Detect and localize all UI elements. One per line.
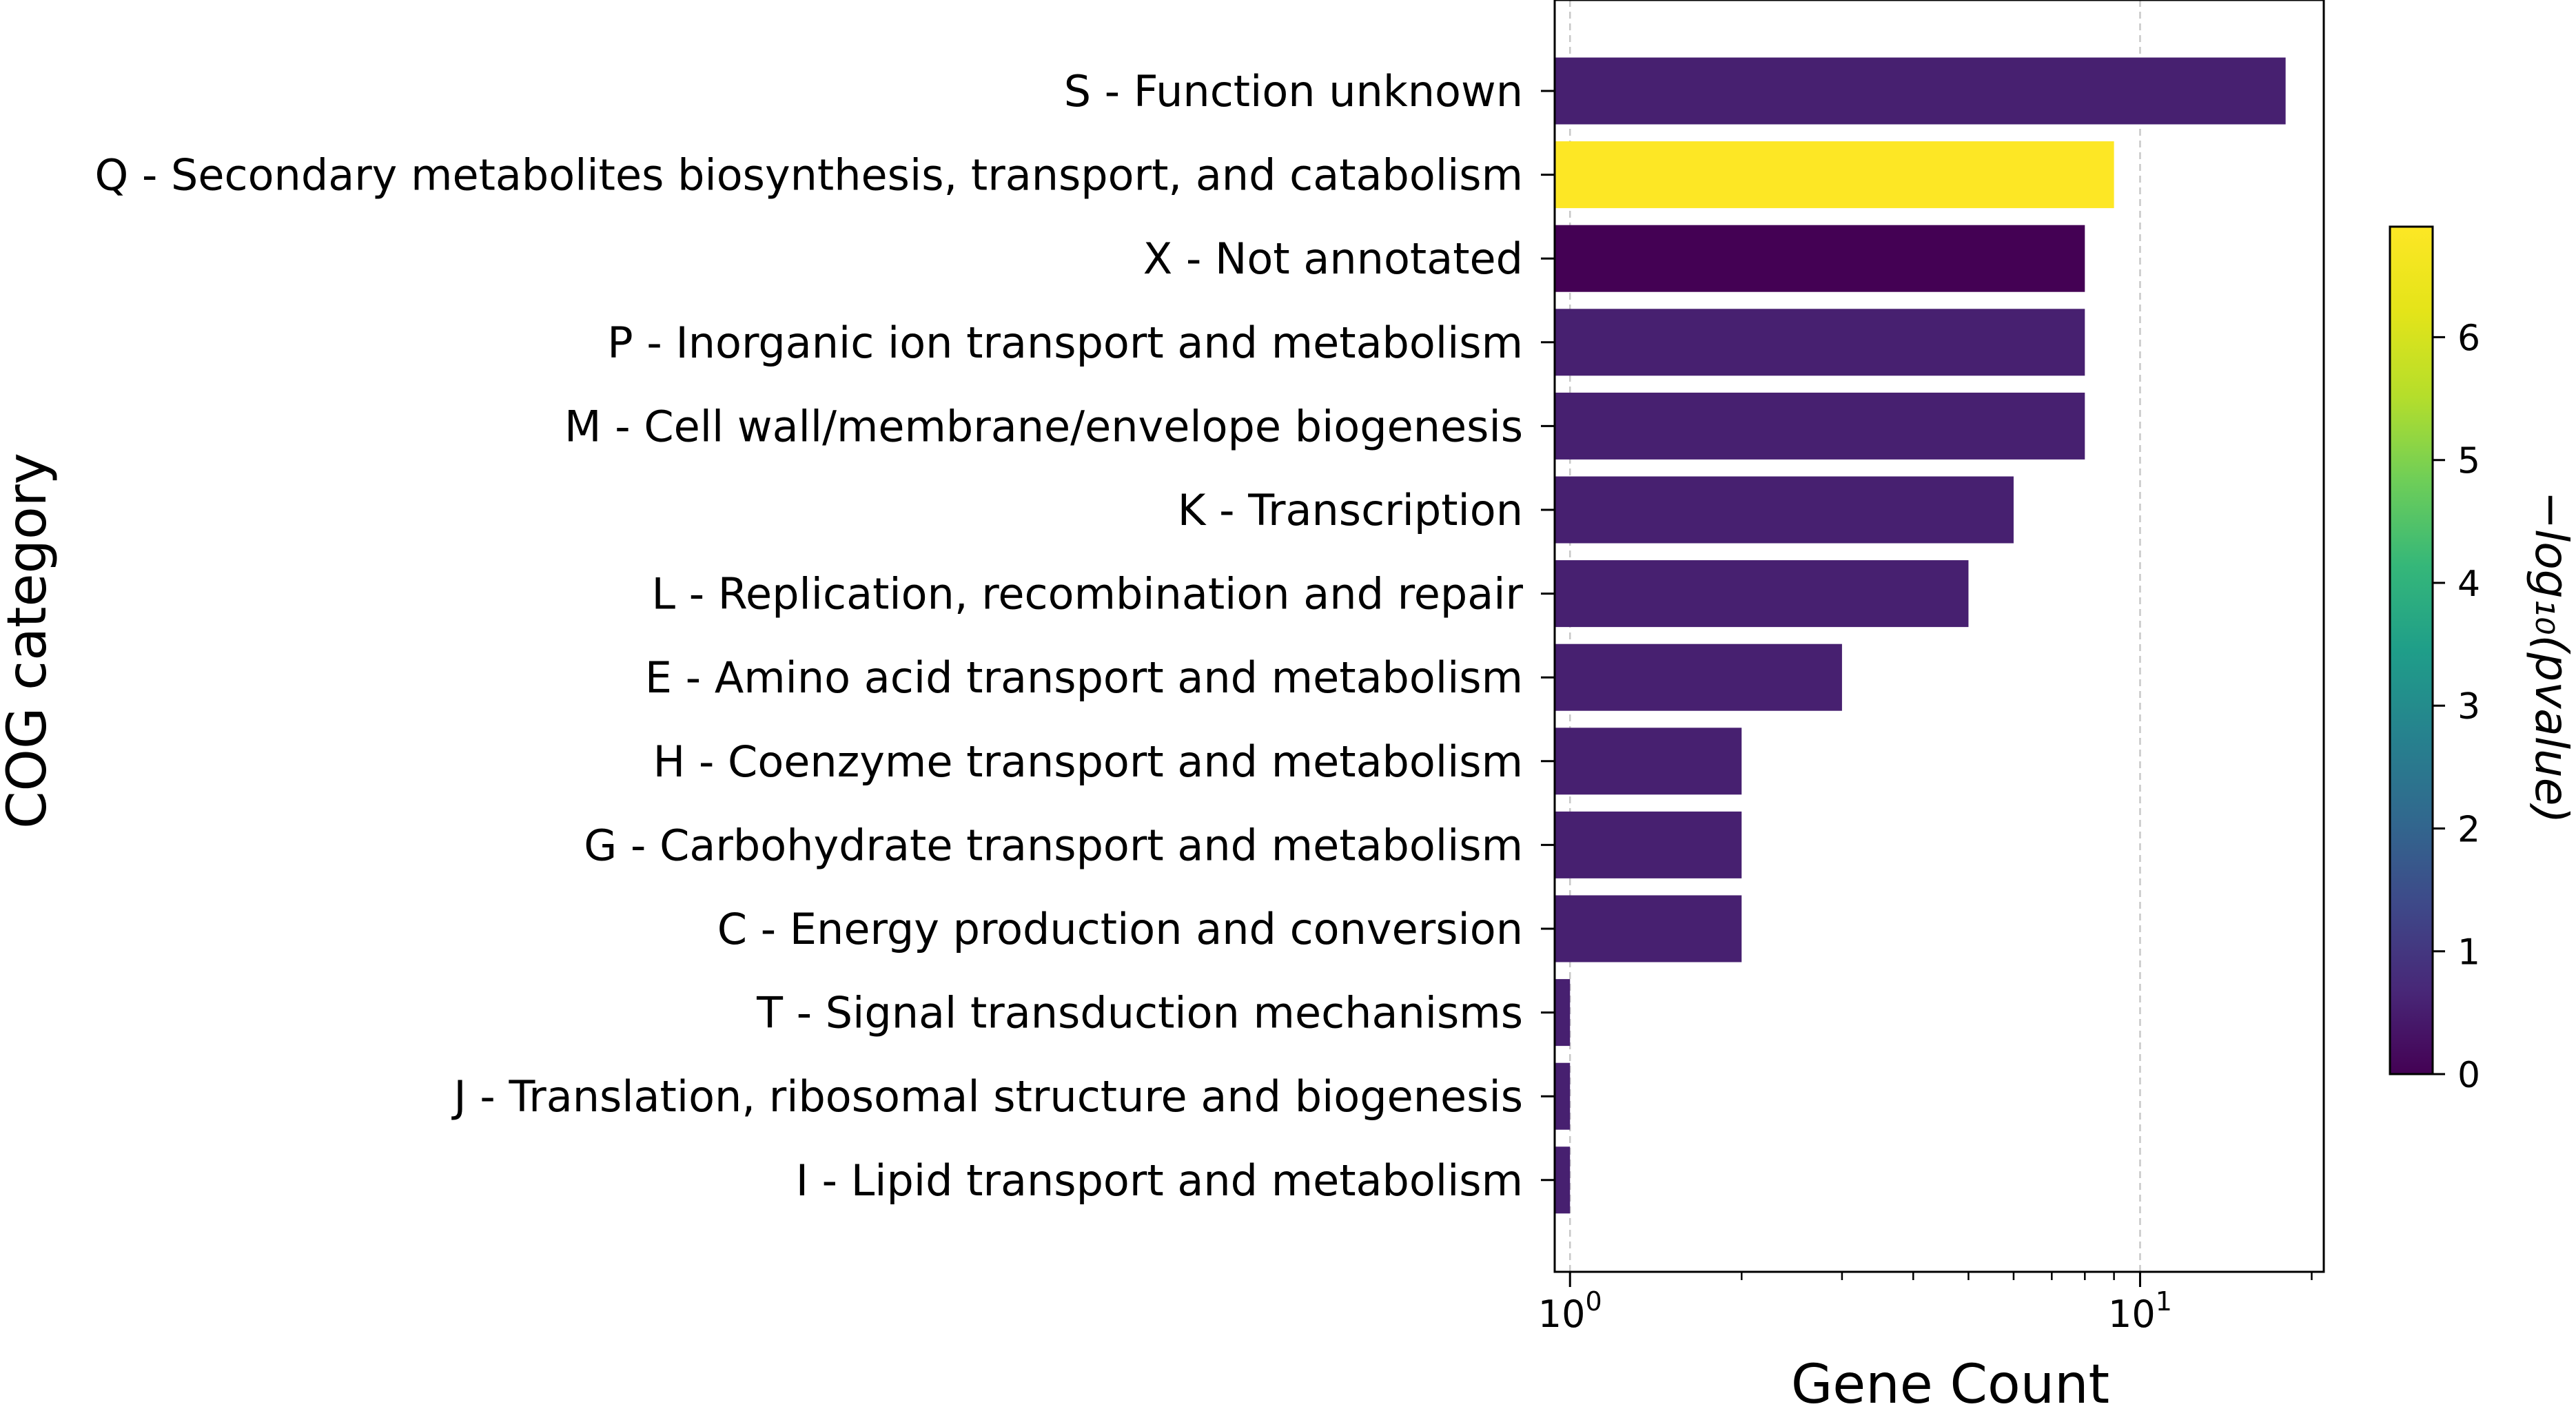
x-tick-label: 101	[2108, 1286, 2172, 1336]
category-label: H - Coenzyme transport and metabolism	[653, 737, 1523, 787]
category-label: S - Function unknown	[1064, 66, 1523, 116]
bar	[1555, 1062, 1571, 1130]
colorbar-tick-label: 5	[2457, 441, 2480, 482]
category-label: I - Lipid transport and metabolism	[796, 1155, 1523, 1206]
grid-lines	[1568, 0, 2141, 1272]
y-axis-title: COG category	[0, 453, 59, 829]
bar	[1555, 392, 2085, 460]
colorbar-tick-label: 0	[2457, 1055, 2480, 1096]
x-axis-title: Gene Count	[1791, 1354, 2109, 1411]
category-axis: S - Function unknown Q - Secondary metabo…	[94, 66, 1555, 1206]
bar	[1555, 309, 2085, 376]
bar	[1555, 895, 1742, 962]
colorbar-title: −log₁₀(pvalue)	[2525, 491, 2576, 824]
bar	[1555, 57, 2286, 125]
category-label: T - Signal transduction mechanisms	[756, 988, 1523, 1038]
bar	[1555, 1146, 1571, 1214]
category-label: X - Not annotated	[1143, 234, 1523, 284]
colorbar-tick-label: 3	[2457, 686, 2480, 728]
bar	[1555, 225, 2085, 292]
bar	[1555, 560, 1969, 628]
colorbar-ticks: 0 1 2 3 4 5 6	[2433, 318, 2480, 1096]
plot-frame	[1553, 0, 2325, 1273]
category-label: L - Replication, recombination and repai…	[651, 569, 1523, 619]
bar	[1555, 979, 1571, 1047]
bar	[1555, 728, 1742, 795]
x-tick-label: 100	[1538, 1286, 1602, 1336]
colorbar-tick-label: 1	[2457, 932, 2480, 974]
bar	[1555, 643, 1842, 711]
bar	[1555, 476, 2014, 544]
bar	[1555, 811, 1742, 878]
colorbar: 0 1 2 3 4 5 6 −log₁₀(pvalue)	[2389, 225, 2576, 1096]
category-label: J - Translation, ribosomal structure and…	[451, 1071, 1523, 1122]
x-axis: 100 101	[1538, 1272, 2313, 1336]
category-label: P - Inorganic ion transport and metaboli…	[607, 318, 1523, 368]
colorbar-gradient	[2389, 225, 2434, 1075]
category-label: K - Transcription	[1178, 485, 1523, 535]
category-label: C - Energy production and conversion	[717, 904, 1523, 954]
colorbar-tick-label: 2	[2457, 809, 2480, 850]
bars-group	[1555, 57, 2286, 1214]
colorbar-tick-label: 4	[2457, 564, 2480, 605]
category-label: Q - Secondary metabolites biosynthesis, …	[94, 150, 1523, 200]
category-label: G - Carbohydrate transport and metabolis…	[584, 820, 1523, 870]
colorbar-tick-label: 6	[2457, 318, 2480, 359]
category-label: E - Amino acid transport and metabolism	[645, 652, 1523, 703]
category-label: M - Cell wall/membrane/envelope biogenes…	[564, 401, 1523, 451]
bar	[1555, 141, 2114, 209]
